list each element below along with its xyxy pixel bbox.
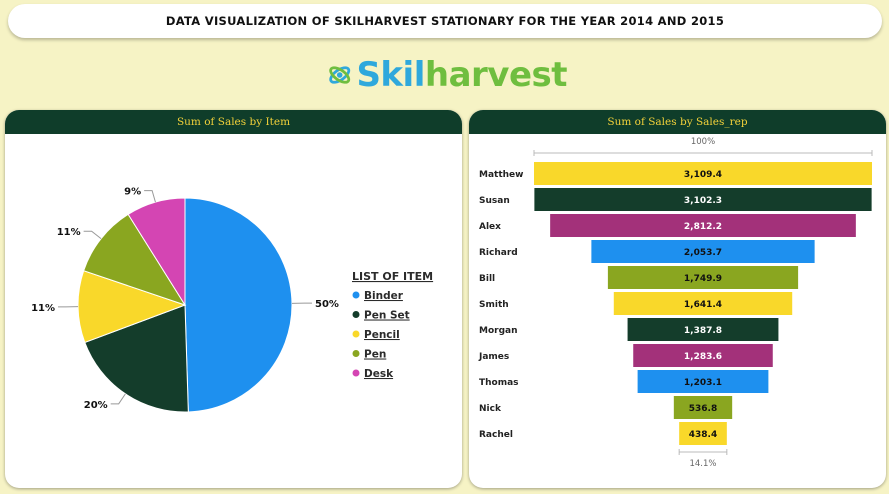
company-logo: Skilharvest <box>327 50 568 100</box>
funnel-value-label-smith: 1,641.4 <box>684 300 722 310</box>
funnel-bar-richard[interactable] <box>591 240 815 263</box>
funnel-category-label-bill: Bill <box>479 274 495 284</box>
pie-chart-title: Sum of Sales by Item <box>176 116 291 128</box>
pie-slice-pen[interactable] <box>83 213 187 306</box>
pie-data-label-binder: 50% <box>315 299 339 310</box>
pie-legend-item-binder[interactable]: Binder <box>364 290 404 302</box>
funnel-bottom-bracket <box>678 449 728 455</box>
logo-wordmark: Skilharvest <box>356 55 567 95</box>
funnel-value-label-thomas: 1,203.1 <box>684 378 722 388</box>
pie-leader-line-desk <box>144 190 156 203</box>
funnel-bar-smith[interactable] <box>613 292 793 315</box>
funnel-bottom-label: 14.1% <box>689 459 716 469</box>
funnel-bar-nick[interactable] <box>673 396 733 419</box>
funnel-value-label-alex: 2,812.2 <box>684 222 722 232</box>
funnel-value-label-james: 1,283.6 <box>684 352 722 362</box>
pie-legend-item-pencil[interactable]: Pencil <box>364 329 400 341</box>
funnel-bar-thomas[interactable] <box>637 370 769 393</box>
funnel-value-label-matthew: 3,109.4 <box>684 170 722 180</box>
pie-legend-item-desk[interactable]: Desk <box>364 368 394 380</box>
funnel-top-label: 100% <box>691 137 715 147</box>
pie-data-label-desk: 9% <box>124 187 141 198</box>
pie-slice-binder[interactable] <box>184 197 293 413</box>
pie-legend-item-pen-set[interactable]: Pen Set <box>364 310 410 322</box>
pie-legend-marker-binder <box>352 291 360 299</box>
funnel-category-label-rachel: Rachel <box>479 430 513 440</box>
pie-data-label-pen: 11% <box>57 227 81 238</box>
pie-data-label-pencil: 11% <box>31 303 55 314</box>
funnel-category-label-smith: Smith <box>479 300 509 310</box>
funnel-bar-alex[interactable] <box>550 214 856 237</box>
pie-leader-line-pen-set <box>110 393 126 405</box>
funnel-bar-morgan[interactable] <box>627 318 779 341</box>
pie-legend-marker-desk <box>352 369 360 377</box>
funnel-bar-susan[interactable] <box>534 188 872 211</box>
pie-legend-marker-pencil <box>352 330 360 338</box>
funnel-category-label-nick: Nick <box>479 404 502 414</box>
funnel-category-label-james: James <box>478 352 509 362</box>
funnel-category-label-thomas: Thomas <box>479 378 519 388</box>
pie-panel: Sum of Sales by Item 50% 20% 11% 11% 9% LIST … <box>5 110 462 488</box>
logo-part-harvest: harvest <box>424 55 568 95</box>
funnel-bar-bill[interactable] <box>607 266 799 289</box>
pie-legend-marker-pen-set <box>352 311 360 318</box>
page-title: DATA VISUALIZATION OF SKILHARVEST STATIO… <box>165 14 725 28</box>
title-bar: DATA VISUALIZATION OF SKILHARVEST STATIO… <box>8 4 882 38</box>
pie-legend-item-pen[interactable]: Pen <box>364 349 386 361</box>
funnel-value-label-susan: 3,102.3 <box>684 196 722 206</box>
funnel-panel: Sum of Sales by Sales_rep 100% Matthew 3,1… <box>469 110 886 488</box>
pie-slice-pencil[interactable] <box>77 270 187 344</box>
funnel-value-label-bill: 1,749.9 <box>684 274 722 284</box>
funnel-value-label-morgan: 1,387.8 <box>684 326 722 336</box>
funnel-bar-rachel[interactable] <box>679 422 727 445</box>
funnel-panel-header: Sum of Sales by Sales_rep <box>469 110 886 134</box>
funnel-bar-matthew[interactable] <box>534 162 872 185</box>
funnel-chart: 100% Matthew 3,109.4 Susan 3,102.3 Alex 2,812.… <box>478 137 873 469</box>
pie-panel-header: Sum of Sales by Item <box>5 110 462 134</box>
funnel-chart-title: Sum of Sales by Sales_rep <box>607 116 748 128</box>
pie-slice-pen-set[interactable] <box>84 304 189 413</box>
pie-leader-line-pen <box>83 230 102 240</box>
pie-data-label-pen-set: 20% <box>84 400 108 411</box>
funnel-category-label-alex: Alex <box>479 222 501 232</box>
funnel-category-label-richard: Richard <box>479 248 518 258</box>
logo-icon <box>329 66 351 84</box>
pie-chart: 50% 20% 11% 11% 9% LIST OF ITEM Binder Pen Set P… <box>31 187 433 413</box>
pie-slice-desk[interactable] <box>127 197 186 307</box>
funnel-category-label-matthew: Matthew <box>479 170 523 180</box>
funnel-value-label-richard: 2,053.7 <box>684 248 722 258</box>
logo-part-skil: Skil <box>356 55 425 95</box>
funnel-top-bracket <box>533 150 873 156</box>
funnel-bar-james[interactable] <box>633 344 773 367</box>
funnel-category-label-morgan: Morgan <box>479 326 518 336</box>
pie-legend-title: LIST OF ITEM <box>352 270 433 283</box>
pie-legend-marker-pen <box>352 350 360 357</box>
funnel-value-label-nick: 536.8 <box>689 404 717 414</box>
funnel-category-label-susan: Susan <box>479 196 510 206</box>
funnel-value-label-rachel: 438.4 <box>689 430 717 440</box>
